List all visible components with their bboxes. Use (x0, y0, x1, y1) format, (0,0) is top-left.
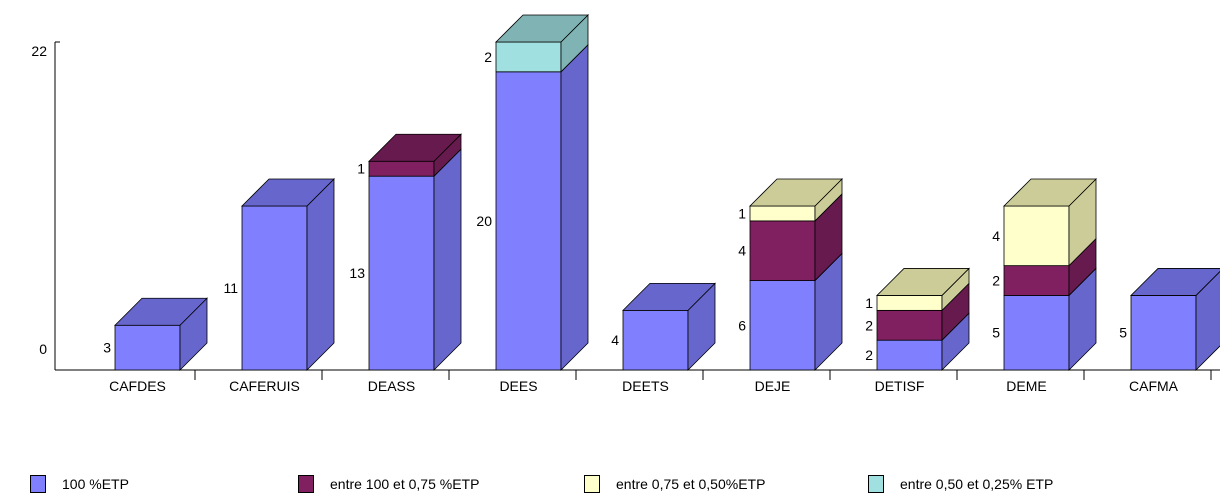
bars (114, 14, 1220, 371)
bar-segment-front (1003, 205, 1070, 267)
legend-swatch (30, 475, 46, 493)
bar-segment-top (1130, 268, 1220, 296)
x-tick-label: DEASS (368, 378, 415, 394)
legend-swatch (868, 475, 884, 493)
data-label: 4 (992, 228, 1000, 244)
x-tick-label: CAFMA (1129, 378, 1179, 394)
bar-segment-side (560, 43, 589, 371)
legend-item: entre 0,75 et 0,50%ETP (584, 473, 765, 495)
bar-segment-front (876, 295, 943, 311)
bar-segment-front (876, 339, 943, 371)
bar-segment-top (114, 297, 208, 326)
bar-segment-top (368, 133, 462, 162)
x-tick-label: DEETS (622, 378, 669, 394)
data-label: 3 (103, 340, 111, 356)
x-tick-label: CAFDES (109, 378, 166, 394)
data-label: 20 (476, 213, 492, 229)
bar-segment-front (876, 309, 943, 341)
x-tick-label: DETISF (875, 378, 925, 394)
legend-label: entre 0,50 et 0,25% ETP (900, 476, 1054, 492)
legend-label: entre 100 et 0,75 %ETP (330, 476, 480, 492)
legend-swatch (298, 475, 314, 493)
bar-segment-front (749, 220, 816, 281)
bar-segment-front (495, 41, 562, 73)
bar-segment-front (1003, 295, 1070, 371)
bar-segment-front (749, 280, 816, 371)
data-label: 1 (865, 295, 873, 311)
data-label: 2 (484, 49, 492, 65)
data-label: 4 (611, 332, 619, 348)
bar-segment-side (433, 148, 462, 371)
data-label: 4 (738, 243, 746, 259)
bar-segment-top (876, 268, 970, 296)
legend-item: 100 %ETP (30, 473, 129, 495)
data-label: 2 (865, 347, 873, 363)
y-tick-label: 22 (31, 43, 47, 59)
x-tick-label: DEME (1006, 378, 1046, 394)
bar-segment-front (1003, 265, 1070, 296)
data-label: 2 (865, 317, 873, 333)
data-label: 11 (223, 280, 238, 296)
bar-segment-top (241, 178, 335, 207)
bar-segment-top (622, 282, 716, 311)
legend-label: entre 0,75 et 0,50%ETP (616, 476, 766, 492)
x-tick-label: CAFERUIS (229, 378, 300, 394)
data-labels: 3 11 13 1 20 2 4 6 4 1 2 2 1 5 2 4 5 (103, 49, 1127, 363)
bar-segment-front (749, 205, 816, 222)
data-label: 5 (1119, 325, 1127, 341)
bar-segment-top (495, 14, 589, 43)
data-label: 1 (357, 161, 365, 177)
x-tick-label: DEES (499, 378, 537, 394)
bar-segment-front (114, 324, 181, 371)
data-label: 5 (992, 325, 1000, 341)
bar-segment-front (1130, 295, 1197, 371)
x-tick-label: DEJE (755, 378, 791, 394)
legend-swatch (584, 475, 600, 493)
y-tick-label: 0 (39, 341, 47, 357)
bar-segment-front (368, 160, 435, 177)
bar-segment-front (368, 175, 435, 371)
legend-item: entre 0,50 et 0,25% ETP (868, 473, 1053, 495)
bar-segment-front (495, 71, 562, 371)
bar-segment-top (749, 178, 843, 207)
bar-segment-top (1003, 178, 1097, 207)
data-label: 6 (738, 317, 746, 333)
bar-segment-front (622, 309, 689, 371)
bar-segment-front (241, 205, 308, 371)
legend-label: 100 %ETP (62, 476, 129, 492)
bar-segment-side (306, 178, 335, 371)
data-label: 1 (738, 205, 746, 221)
legend-item: entre 100 et 0,75 %ETP (298, 473, 479, 495)
data-label: 13 (349, 265, 365, 281)
bar-segment-side (1195, 270, 1220, 371)
data-label: 2 (992, 273, 1000, 289)
